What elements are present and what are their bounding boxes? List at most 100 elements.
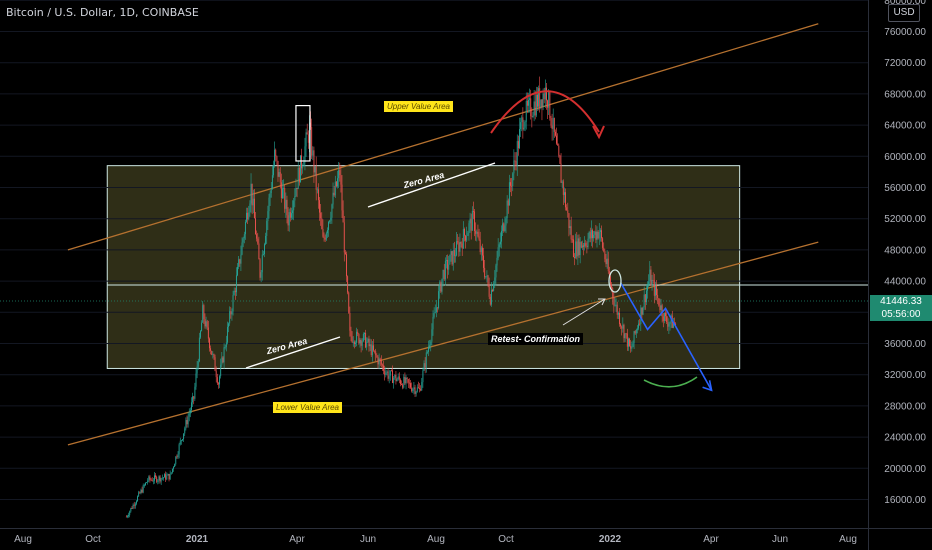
candle-body xyxy=(311,127,313,156)
candle-body xyxy=(239,259,241,264)
candle-body xyxy=(144,482,146,486)
candle-body xyxy=(622,324,624,329)
candle-body xyxy=(156,476,158,482)
candle-body xyxy=(525,100,527,122)
candle-body xyxy=(507,200,509,206)
candle-body xyxy=(375,351,377,356)
candle-body xyxy=(257,238,259,244)
y-tick-label: 56000.00 xyxy=(884,183,926,194)
candle-body xyxy=(265,235,267,245)
upper-value-area-label[interactable]: Upper Value Area xyxy=(384,101,453,112)
candle-body xyxy=(225,342,227,348)
candle-body xyxy=(238,259,240,267)
candle-body xyxy=(458,242,460,252)
candle-body xyxy=(341,184,343,211)
candle-body xyxy=(634,331,636,334)
candle-body xyxy=(471,211,473,231)
candle-body xyxy=(474,211,476,232)
candle-body xyxy=(406,377,408,380)
candle-body xyxy=(666,316,668,323)
candle-body xyxy=(248,212,250,220)
candle-body xyxy=(169,473,171,480)
candle-body xyxy=(412,388,414,392)
candle-body xyxy=(364,332,365,334)
candle-body xyxy=(526,100,528,106)
candle-body xyxy=(548,91,550,108)
forecast-path xyxy=(619,282,713,391)
candle-body xyxy=(147,480,149,483)
candle-body xyxy=(461,243,463,249)
candle-body xyxy=(182,439,183,441)
candle-body xyxy=(198,337,200,362)
candle-body xyxy=(159,476,161,482)
y-tick-label: 64000.00 xyxy=(884,121,926,132)
candle-body xyxy=(632,343,634,348)
candle-body xyxy=(291,213,292,218)
candle-body xyxy=(583,245,584,247)
candle-body xyxy=(288,212,290,226)
y-tick-label: 76000.00 xyxy=(884,27,926,38)
candle-body xyxy=(304,146,306,163)
candle-body xyxy=(149,476,151,480)
candle-body xyxy=(203,305,205,320)
candle-body xyxy=(369,344,371,347)
candle-body xyxy=(271,175,273,189)
candle-body xyxy=(210,348,212,351)
last-price-badge: 41446.33 05:56:00 xyxy=(870,295,932,321)
candle-body xyxy=(186,420,188,425)
candle-body xyxy=(571,239,573,241)
candle-body xyxy=(353,341,355,345)
candle-body xyxy=(544,87,546,100)
candle-body xyxy=(251,183,253,206)
retest-confirmation-label[interactable]: Retest- Confirmation xyxy=(488,333,584,345)
candle-body xyxy=(552,117,554,129)
candle-body xyxy=(523,127,525,130)
candle-body xyxy=(388,375,390,379)
candle-body xyxy=(533,101,535,116)
candle-body xyxy=(329,220,331,222)
y-tick-label: 72000.00 xyxy=(884,58,926,69)
candle-body xyxy=(506,200,508,219)
candle-body xyxy=(470,218,472,231)
candle-body xyxy=(252,198,254,206)
x-tick-label: Aug xyxy=(14,534,32,545)
candle-body xyxy=(167,474,169,476)
candle-body xyxy=(625,333,627,335)
candle-body xyxy=(452,250,454,265)
candle-body xyxy=(615,304,617,306)
candle-body xyxy=(568,213,570,229)
upper-channel-line xyxy=(67,23,819,251)
candle-body xyxy=(488,284,490,297)
x-tick-label: 2022 xyxy=(599,534,622,545)
candle-body xyxy=(619,312,620,325)
y-tick-label: 28000.00 xyxy=(884,401,926,412)
candle-body xyxy=(667,322,669,327)
candle-body xyxy=(321,218,323,230)
y-axis: 16000.00 20000.00 24000.00 28000.00 32000.00… xyxy=(884,0,926,506)
candle-body xyxy=(249,203,251,213)
candle-body xyxy=(566,207,568,211)
candle-body xyxy=(243,234,245,239)
candle-body xyxy=(613,297,615,306)
candle-body xyxy=(226,326,228,343)
candle-body xyxy=(175,456,177,465)
candle-body xyxy=(314,166,316,173)
candle-body xyxy=(472,211,474,212)
candle-body xyxy=(647,285,648,291)
candle-body xyxy=(624,333,626,339)
candle-body xyxy=(502,223,504,231)
candle-body xyxy=(275,149,277,157)
lower-value-area-label[interactable]: Lower Value Area xyxy=(273,402,342,413)
candle-body xyxy=(599,230,601,232)
candle-body xyxy=(560,163,562,183)
y-tick-label: 80000.00 xyxy=(884,0,926,7)
candle-body xyxy=(276,156,278,161)
y-tick-label: 44000.00 xyxy=(884,277,926,288)
currency-button[interactable]: USD xyxy=(888,4,920,22)
candle-body xyxy=(349,312,351,331)
candle-body xyxy=(396,379,398,382)
candle-body xyxy=(432,316,434,330)
candle-body xyxy=(539,88,541,107)
zero-area-line-top xyxy=(367,162,496,208)
